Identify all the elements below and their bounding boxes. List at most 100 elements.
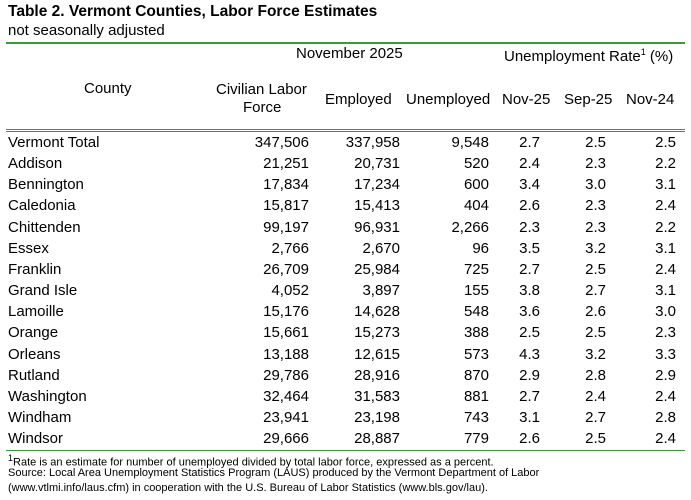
- cell-rate-nov-25: 2.7: [519, 260, 540, 278]
- cell-rate-nov-24: 2.3: [655, 324, 676, 342]
- cell-rate-sep-25: 2.5: [585, 260, 606, 278]
- cell-rate-sep-25: 2.8: [585, 366, 606, 384]
- cell-unemployed: 548: [463, 303, 489, 321]
- cell-rate-sep-25: 3.0: [585, 176, 606, 194]
- footnote-source-cont: (www.vtlmi.info/laus.cfm) in cooperation…: [8, 482, 488, 494]
- cell-rate-sep-25: 2.5: [585, 324, 606, 342]
- cell-civilian-labor-force: 29,666: [263, 430, 309, 448]
- cell-rate-sep-25: 3.2: [585, 239, 606, 257]
- cell-civilian-labor-force: 2,766: [271, 239, 309, 257]
- cell-rate-nov-25: 2.6: [519, 197, 540, 215]
- cell-unemployed: 779: [463, 430, 489, 448]
- table-title: Table 2. Vermont Counties, Labor Force E…: [8, 3, 378, 20]
- header-rule-2: [6, 131, 685, 132]
- cell-rate-sep-25: 2.3: [585, 155, 606, 173]
- cell-rate-nov-24: 3.1: [655, 239, 676, 257]
- cell-county: Windsor: [8, 430, 64, 448]
- header-nov-25: Nov-25: [502, 91, 551, 108]
- cell-rate-nov-25: 3.4: [519, 176, 540, 194]
- cell-county: Caledonia: [8, 197, 76, 215]
- cell-employed: 3,897: [362, 282, 400, 300]
- cell-rate-nov-24: 3.3: [655, 345, 676, 363]
- cell-unemployed: 725: [463, 260, 489, 278]
- cell-rate-nov-25: 4.3: [519, 345, 540, 363]
- cell-rate-nov-24: 2.5: [655, 134, 676, 151]
- cell-employed: 14,628: [354, 303, 400, 321]
- cell-employed: 12,615: [354, 345, 400, 363]
- cell-civilian-labor-force: 15,176: [263, 303, 309, 321]
- cell-civilian-labor-force: 17,834: [263, 176, 309, 194]
- cell-rate-nov-25: 2.7: [519, 387, 540, 405]
- cell-unemployed: 743: [463, 408, 489, 426]
- cell-unemployed: 388: [463, 324, 489, 342]
- cell-civilian-labor-force: 32,464: [263, 387, 309, 405]
- footnote-source: Source: Local Area Unemployment Statisti…: [8, 467, 540, 479]
- cell-rate-nov-25: 2.9: [519, 366, 540, 384]
- cell-unemployed: 155: [463, 282, 489, 300]
- cell-rate-sep-25: 3.2: [585, 345, 606, 363]
- cell-rate-nov-25: 2.3: [519, 218, 540, 236]
- cell-county: Franklin: [8, 260, 62, 278]
- cell-rate-sep-25: 2.3: [585, 218, 606, 236]
- cell-unemployed: 404: [463, 197, 489, 215]
- cell-civilian-labor-force: 26,709: [263, 260, 309, 278]
- cell-rate-nov-24: 2.4: [655, 197, 676, 215]
- cell-unemployed: 881: [463, 387, 489, 405]
- cell-civilian-labor-force: 4,052: [271, 282, 309, 300]
- footnote-marker: 1: [640, 47, 646, 57]
- cell-employed: 96,931: [354, 218, 400, 236]
- cell-rate-nov-24: 2.8: [655, 408, 676, 426]
- cell-civilian-labor-force: 347,506: [254, 134, 309, 151]
- header-november-2025: November 2025: [296, 45, 403, 62]
- header-nov-24: Nov-24: [626, 91, 675, 108]
- cell-civilian-labor-force: 21,251: [263, 155, 309, 173]
- footnote-marker: 1: [8, 453, 14, 463]
- cell-unemployed: 96: [472, 239, 489, 257]
- cell-civilian-labor-force: 29,786: [263, 366, 309, 384]
- cell-unemployed: 870: [463, 366, 489, 384]
- cell-county: Lamoille: [8, 303, 64, 321]
- cell-unemployed: 600: [463, 176, 489, 194]
- cell-county: Orange: [8, 324, 59, 342]
- cell-civilian-labor-force: 15,817: [263, 197, 309, 215]
- cell-employed: 23,198: [354, 408, 400, 426]
- cell-rate-nov-24: 2.4: [655, 387, 676, 405]
- footnote-rate: 1Rate is an estimate for number of unemp…: [8, 453, 494, 469]
- cell-employed: 15,413: [354, 197, 400, 215]
- header-rule-1: [6, 129, 685, 130]
- cell-county: Essex: [8, 239, 49, 257]
- cell-county: Addison: [8, 155, 63, 173]
- header-sep-25: Sep-25: [564, 91, 613, 108]
- cell-rate-sep-25: 2.4: [585, 387, 606, 405]
- cell-rate-nov-25: 3.6: [519, 303, 540, 321]
- cell-employed: 337,958: [345, 134, 400, 151]
- cell-civilian-labor-force: 99,197: [263, 218, 309, 236]
- cell-county: Rutland: [8, 366, 60, 384]
- cell-unemployed: 520: [463, 155, 489, 173]
- cell-civilian-labor-force: 23,941: [263, 408, 309, 426]
- cell-unemployed: 573: [463, 345, 489, 363]
- cell-rate-nov-24: 2.2: [655, 155, 676, 173]
- cell-civilian-labor-force: 15,661: [263, 324, 309, 342]
- cell-rate-sep-25: 2.3: [585, 197, 606, 215]
- cell-employed: 20,731: [354, 155, 400, 173]
- cell-rate-sep-25: 2.6: [585, 303, 606, 321]
- rate-unit: (%): [645, 48, 674, 65]
- cell-rate-sep-25: 2.5: [585, 134, 606, 151]
- cell-rate-nov-25: 3.1: [519, 408, 540, 426]
- cell-employed: 15,273: [354, 324, 400, 342]
- cell-employed: 31,583: [354, 387, 400, 405]
- cell-rate-nov-25: 2.6: [519, 430, 540, 448]
- cell-rate-nov-24: 2.2: [655, 218, 676, 236]
- header-employed: Employed: [325, 91, 392, 108]
- cell-rate-nov-25: 2.5: [519, 324, 540, 342]
- cell-county: Grand Isle: [8, 282, 78, 300]
- cell-employed: 2,670: [362, 239, 400, 257]
- header-county: County: [84, 80, 132, 97]
- cell-rate-nov-25: 2.4: [519, 155, 540, 173]
- rate-label: Unemployment Rate: [504, 48, 641, 65]
- cell-rate-nov-25: 2.7: [519, 134, 540, 151]
- footnote-text: Rate is an estimate for number of unempl…: [13, 456, 494, 469]
- cell-rate-nov-25: 3.5: [519, 239, 540, 257]
